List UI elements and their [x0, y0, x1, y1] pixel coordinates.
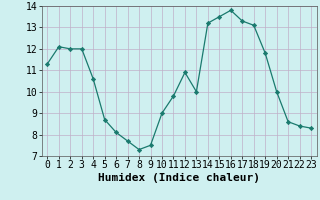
- X-axis label: Humidex (Indice chaleur): Humidex (Indice chaleur): [98, 173, 260, 183]
